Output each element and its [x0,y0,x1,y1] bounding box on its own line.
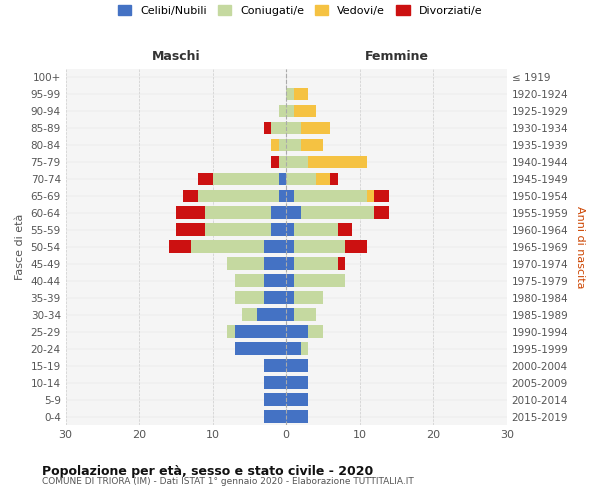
Bar [286,190,293,202]
Bar [286,394,308,406]
Bar [271,224,286,236]
Bar [286,360,308,372]
Bar [374,206,389,219]
Bar [345,240,367,253]
Bar [264,360,286,372]
Bar [293,104,316,118]
Bar [293,308,316,321]
Bar [264,258,286,270]
Y-axis label: Anni di nascita: Anni di nascita [575,206,585,288]
Bar [264,274,286,287]
Bar [286,292,293,304]
Bar [331,172,338,186]
Bar [286,156,308,168]
Bar [293,258,338,270]
Bar [286,206,301,219]
Bar [279,156,286,168]
Text: Maschi: Maschi [152,50,200,64]
Bar [301,206,374,219]
Bar [293,274,345,287]
Bar [279,138,286,151]
Bar [264,240,286,253]
Bar [286,258,293,270]
Bar [176,206,205,219]
Bar [367,190,374,202]
Bar [286,308,293,321]
Bar [205,224,271,236]
Y-axis label: Fasce di età: Fasce di età [15,214,25,280]
Bar [293,292,323,304]
Bar [235,274,264,287]
Bar [176,224,205,236]
Bar [257,308,286,321]
Bar [169,240,191,253]
Bar [308,156,367,168]
Bar [301,342,308,355]
Bar [212,172,279,186]
Bar [191,240,264,253]
Bar [227,258,264,270]
Bar [286,274,293,287]
Bar [374,190,389,202]
Bar [286,104,293,118]
Bar [286,122,301,134]
Bar [293,190,367,202]
Bar [205,206,271,219]
Bar [286,172,316,186]
Bar [286,376,308,389]
Bar [286,138,301,151]
Bar [286,326,308,338]
Bar [286,410,308,423]
Bar [235,292,264,304]
Bar [264,376,286,389]
Bar [183,190,198,202]
Bar [242,308,257,321]
Bar [235,342,286,355]
Bar [338,224,352,236]
Bar [301,122,331,134]
Legend: Celibi/Nubili, Coniugati/e, Vedovi/e, Divorziati/e: Celibi/Nubili, Coniugati/e, Vedovi/e, Di… [113,0,487,20]
Bar [271,138,279,151]
Bar [308,326,323,338]
Bar [338,258,345,270]
Bar [198,190,279,202]
Bar [271,206,286,219]
Bar [264,394,286,406]
Bar [271,122,286,134]
Bar [286,88,293,101]
Bar [279,172,286,186]
Bar [198,172,212,186]
Bar [316,172,331,186]
Bar [301,138,323,151]
Bar [286,342,301,355]
Bar [293,88,308,101]
Text: Femmine: Femmine [364,50,428,64]
Text: Popolazione per età, sesso e stato civile - 2020: Popolazione per età, sesso e stato civil… [42,465,373,478]
Bar [264,292,286,304]
Bar [293,240,345,253]
Bar [286,240,293,253]
Text: COMUNE DI TRIORA (IM) - Dati ISTAT 1° gennaio 2020 - Elaborazione TUTTITALIA.IT: COMUNE DI TRIORA (IM) - Dati ISTAT 1° ge… [42,478,414,486]
Bar [271,156,279,168]
Bar [227,326,235,338]
Bar [293,224,338,236]
Bar [286,224,293,236]
Bar [264,410,286,423]
Bar [279,190,286,202]
Bar [279,104,286,118]
Bar [235,326,286,338]
Bar [264,122,271,134]
